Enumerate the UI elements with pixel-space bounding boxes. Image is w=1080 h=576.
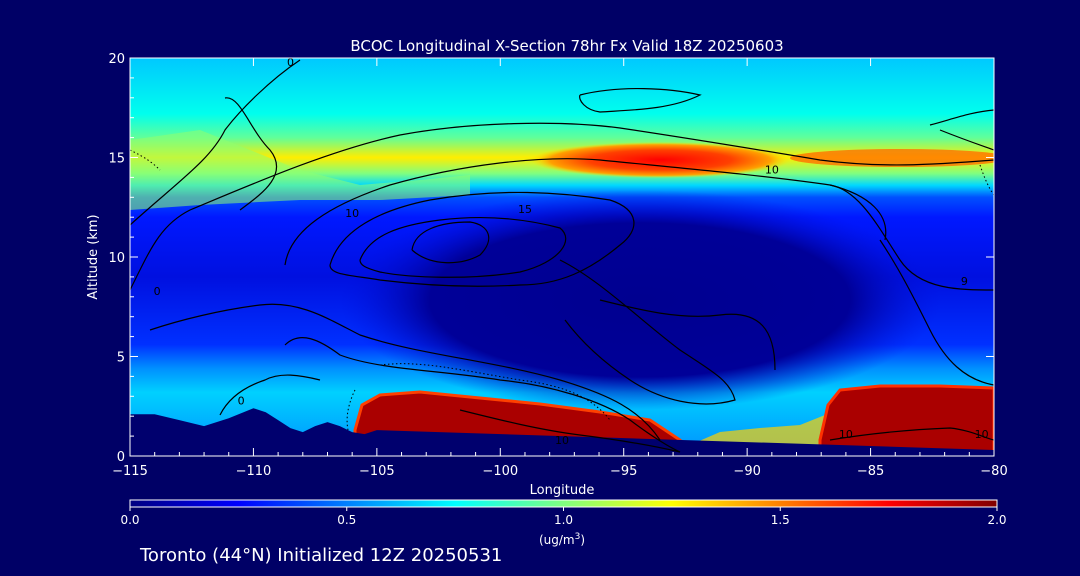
contour-label: 0	[154, 285, 161, 298]
colorbar-unit-sup: 3	[575, 532, 581, 542]
contours	[130, 59, 994, 453]
colorbar	[129, 499, 998, 508]
x-tick-label: −115	[112, 464, 148, 479]
contour-label: 0	[1003, 130, 1010, 143]
field-bl-east	[818, 384, 994, 456]
contour-label: 10	[765, 163, 779, 176]
contour-label: 10	[345, 207, 359, 220]
footer-text: Toronto (44°N) Initialized 12Z 20250531	[139, 545, 502, 566]
contour-label: 10	[555, 434, 569, 447]
x-tick-label: −110	[236, 464, 272, 479]
colorbar-tick-label: 0.0	[120, 513, 139, 527]
contour-label: 0	[287, 56, 294, 69]
x-axis: −115 −110 −105 −100 −95 −90 −85 −80	[112, 58, 1008, 479]
y-axis-label: Altitude (km)	[86, 214, 101, 299]
x-tick-label: −100	[482, 464, 518, 479]
x-tick-label: −95	[610, 464, 637, 479]
y-tick-label: 15	[108, 152, 125, 167]
colorbar-tick-label: 2.0	[987, 513, 1006, 527]
plot-area: 0 0 10 10 15 0 0 9 10 10 10	[130, 56, 1010, 456]
colorbar-tick-label: 1.5	[771, 513, 790, 527]
terrain	[130, 408, 994, 456]
colorbar-ticks: 0.0 0.5 1.0 1.5 2.0	[120, 507, 1007, 527]
contour-label: 10	[975, 428, 989, 441]
colorbar-unit-close: )	[580, 533, 585, 547]
y-tick-label: 0	[117, 450, 125, 465]
x-axis-label: Longitude	[530, 483, 595, 498]
y-tick-label: 10	[108, 251, 125, 266]
x-tick-label: −90	[733, 464, 760, 479]
contour-label: 15	[518, 203, 532, 216]
contour-label: 10	[839, 428, 853, 441]
y-tick-label: 5	[117, 351, 125, 366]
colorbar-unit: (ug/m3)	[539, 532, 585, 547]
field-peak-east	[790, 149, 994, 167]
contour-label: 0	[238, 394, 245, 407]
y-axis: 0 5 10 15 20	[108, 52, 994, 465]
field-upper-left	[130, 130, 470, 210]
y-tick-label: 20	[108, 52, 125, 67]
contour-label: 9	[961, 275, 968, 288]
x-tick-label: −80	[980, 464, 1007, 479]
colorbar-unit-base: (ug/m	[539, 533, 575, 547]
field-peak	[530, 142, 790, 178]
x-tick-label: −105	[359, 464, 395, 479]
colorbar-tick-label: 1.0	[554, 513, 573, 527]
field-low-core	[340, 190, 940, 410]
x-tick-label: −85	[857, 464, 884, 479]
colorbar-tick-label: 0.5	[337, 513, 356, 527]
chart-title: BCOC Longitudinal X-Section 78hr Fx Vali…	[350, 37, 783, 55]
contour-labels: 0 0 10 10 15 0 0 9 10 10 10	[154, 56, 1010, 447]
